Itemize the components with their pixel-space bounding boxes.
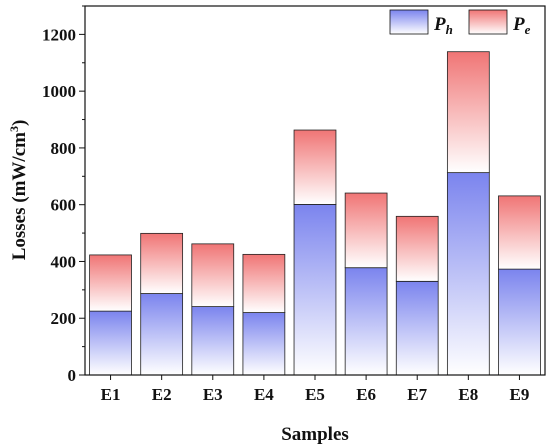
bar-e4-pe — [242, 253, 286, 313]
y-tick-label: 200 — [51, 309, 77, 328]
x-tick-label: E4 — [254, 385, 274, 404]
bar-e9-pe — [498, 195, 541, 270]
legend: Ph Pe — [389, 9, 531, 37]
bar-e4-ph — [242, 312, 286, 376]
bar-e6-pe — [344, 192, 388, 269]
y-axis-ticks: 0 200 400 600 800 1000 1200 — [42, 5, 85, 385]
y-tick-label: 400 — [51, 252, 77, 271]
bar-e7-pe — [395, 215, 439, 282]
x-tick-label: E3 — [203, 385, 223, 404]
y-axis-title: Losses (mW/cm3) — [7, 120, 30, 261]
legend-swatch-pe — [468, 9, 508, 35]
bar-e7-ph — [395, 280, 439, 376]
bar-e1-ph — [89, 310, 132, 376]
y-tick-label: 0 — [68, 366, 77, 385]
bar-e1-pe — [89, 254, 132, 312]
bar-e2-ph — [140, 293, 184, 376]
bar-e9-ph — [498, 268, 541, 376]
bar-e3-pe — [191, 243, 235, 307]
x-tick-label: E8 — [458, 385, 478, 404]
legend-label-pe: Pe — [512, 14, 531, 37]
bar-e3-ph — [191, 306, 235, 376]
y-tick-label: 800 — [51, 139, 77, 158]
x-tick-label: E9 — [510, 385, 530, 404]
bars-layer — [89, 51, 541, 376]
x-tick-label: E2 — [152, 385, 172, 404]
x-axis-ticks: E1 E2 E3 E4 E5 E6 E7 E8 E9 — [101, 375, 530, 404]
y-tick-label: 1200 — [42, 25, 76, 44]
bar-e5-ph — [293, 204, 337, 376]
bar-e5-pe — [293, 129, 337, 205]
plot-frame — [84, 5, 546, 376]
legend-swatch-ph — [389, 9, 429, 35]
bar-e8-ph — [446, 172, 490, 376]
y-tick-label: 600 — [51, 196, 77, 215]
bar-e2-pe — [140, 232, 184, 294]
x-tick-label: E7 — [407, 385, 427, 404]
x-axis-title: Samples — [281, 424, 349, 445]
y-tick-label: 1000 — [42, 82, 76, 101]
x-tick-label: E1 — [101, 385, 121, 404]
legend-label-ph: Ph — [433, 14, 453, 37]
bar-e8-pe — [446, 51, 490, 174]
bar-e6-ph — [344, 267, 388, 376]
x-tick-label: E6 — [356, 385, 376, 404]
x-tick-label: E5 — [305, 385, 325, 404]
